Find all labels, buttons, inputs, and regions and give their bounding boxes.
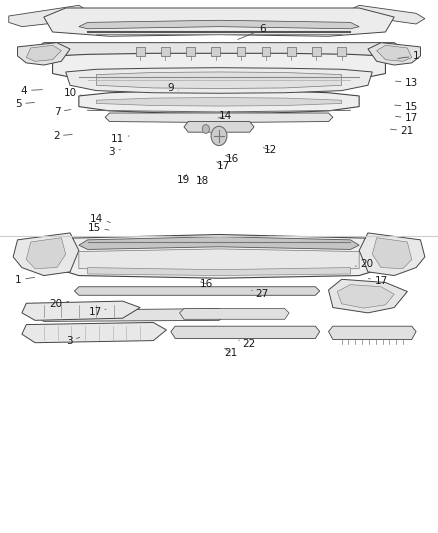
Text: 15: 15 (88, 223, 109, 232)
Bar (186, 47, 195, 56)
Polygon shape (377, 45, 412, 61)
Text: 14: 14 (218, 111, 232, 121)
Bar (211, 47, 220, 56)
Text: 16: 16 (200, 279, 213, 289)
Polygon shape (350, 5, 425, 24)
Bar (237, 47, 245, 56)
Polygon shape (328, 326, 416, 340)
Polygon shape (22, 301, 140, 320)
Text: 22: 22 (239, 339, 255, 349)
Text: 14: 14 (90, 214, 110, 223)
Polygon shape (372, 238, 412, 269)
Polygon shape (180, 309, 289, 319)
Text: 21: 21 (390, 126, 414, 136)
Polygon shape (26, 238, 66, 269)
Polygon shape (184, 122, 254, 132)
Polygon shape (9, 5, 88, 27)
Text: 17: 17 (89, 307, 106, 317)
Polygon shape (328, 279, 407, 313)
Text: 11: 11 (111, 134, 129, 143)
Text: 4: 4 (21, 86, 42, 95)
Polygon shape (18, 43, 70, 65)
Polygon shape (35, 43, 403, 56)
Text: 1: 1 (398, 51, 420, 61)
Text: 13: 13 (396, 78, 418, 87)
Polygon shape (171, 326, 320, 338)
Polygon shape (44, 8, 394, 36)
Polygon shape (13, 233, 79, 276)
Text: 6: 6 (238, 25, 266, 39)
Polygon shape (26, 45, 61, 61)
Bar (262, 47, 271, 56)
Text: 15: 15 (395, 102, 418, 111)
Polygon shape (79, 249, 359, 271)
Text: 1: 1 (15, 275, 35, 285)
Bar (161, 47, 170, 56)
Polygon shape (79, 20, 359, 29)
Polygon shape (35, 309, 228, 321)
Circle shape (202, 125, 209, 133)
Text: 17: 17 (368, 277, 388, 286)
Polygon shape (96, 98, 342, 106)
Bar (337, 47, 346, 56)
Text: 9: 9 (167, 83, 178, 93)
Polygon shape (53, 53, 385, 81)
Bar (287, 47, 296, 56)
Text: 7: 7 (53, 107, 71, 117)
Text: 3: 3 (108, 147, 120, 157)
Polygon shape (368, 43, 420, 65)
Text: 19: 19 (177, 174, 190, 185)
Polygon shape (22, 322, 166, 343)
Polygon shape (74, 287, 320, 295)
Text: 21: 21 (225, 348, 238, 358)
Text: 12: 12 (263, 146, 277, 155)
Text: 3: 3 (66, 336, 80, 346)
Text: 17: 17 (217, 161, 230, 171)
Text: 20: 20 (49, 299, 69, 309)
Text: 17: 17 (396, 114, 418, 123)
Text: 2: 2 (53, 131, 72, 141)
Polygon shape (79, 90, 359, 114)
Polygon shape (96, 72, 342, 88)
Polygon shape (88, 268, 350, 276)
Polygon shape (105, 113, 333, 123)
Bar (312, 47, 321, 56)
Text: 10: 10 (64, 88, 81, 98)
Polygon shape (44, 235, 394, 278)
Polygon shape (359, 233, 425, 276)
Circle shape (211, 126, 227, 146)
Polygon shape (66, 68, 372, 93)
Text: 16: 16 (226, 154, 239, 164)
Text: 20: 20 (355, 259, 374, 269)
Bar (136, 47, 145, 56)
Text: 18: 18 (196, 176, 209, 186)
Polygon shape (337, 285, 394, 308)
Text: 5: 5 (15, 99, 35, 109)
Text: 27: 27 (252, 289, 268, 299)
Polygon shape (79, 237, 359, 249)
